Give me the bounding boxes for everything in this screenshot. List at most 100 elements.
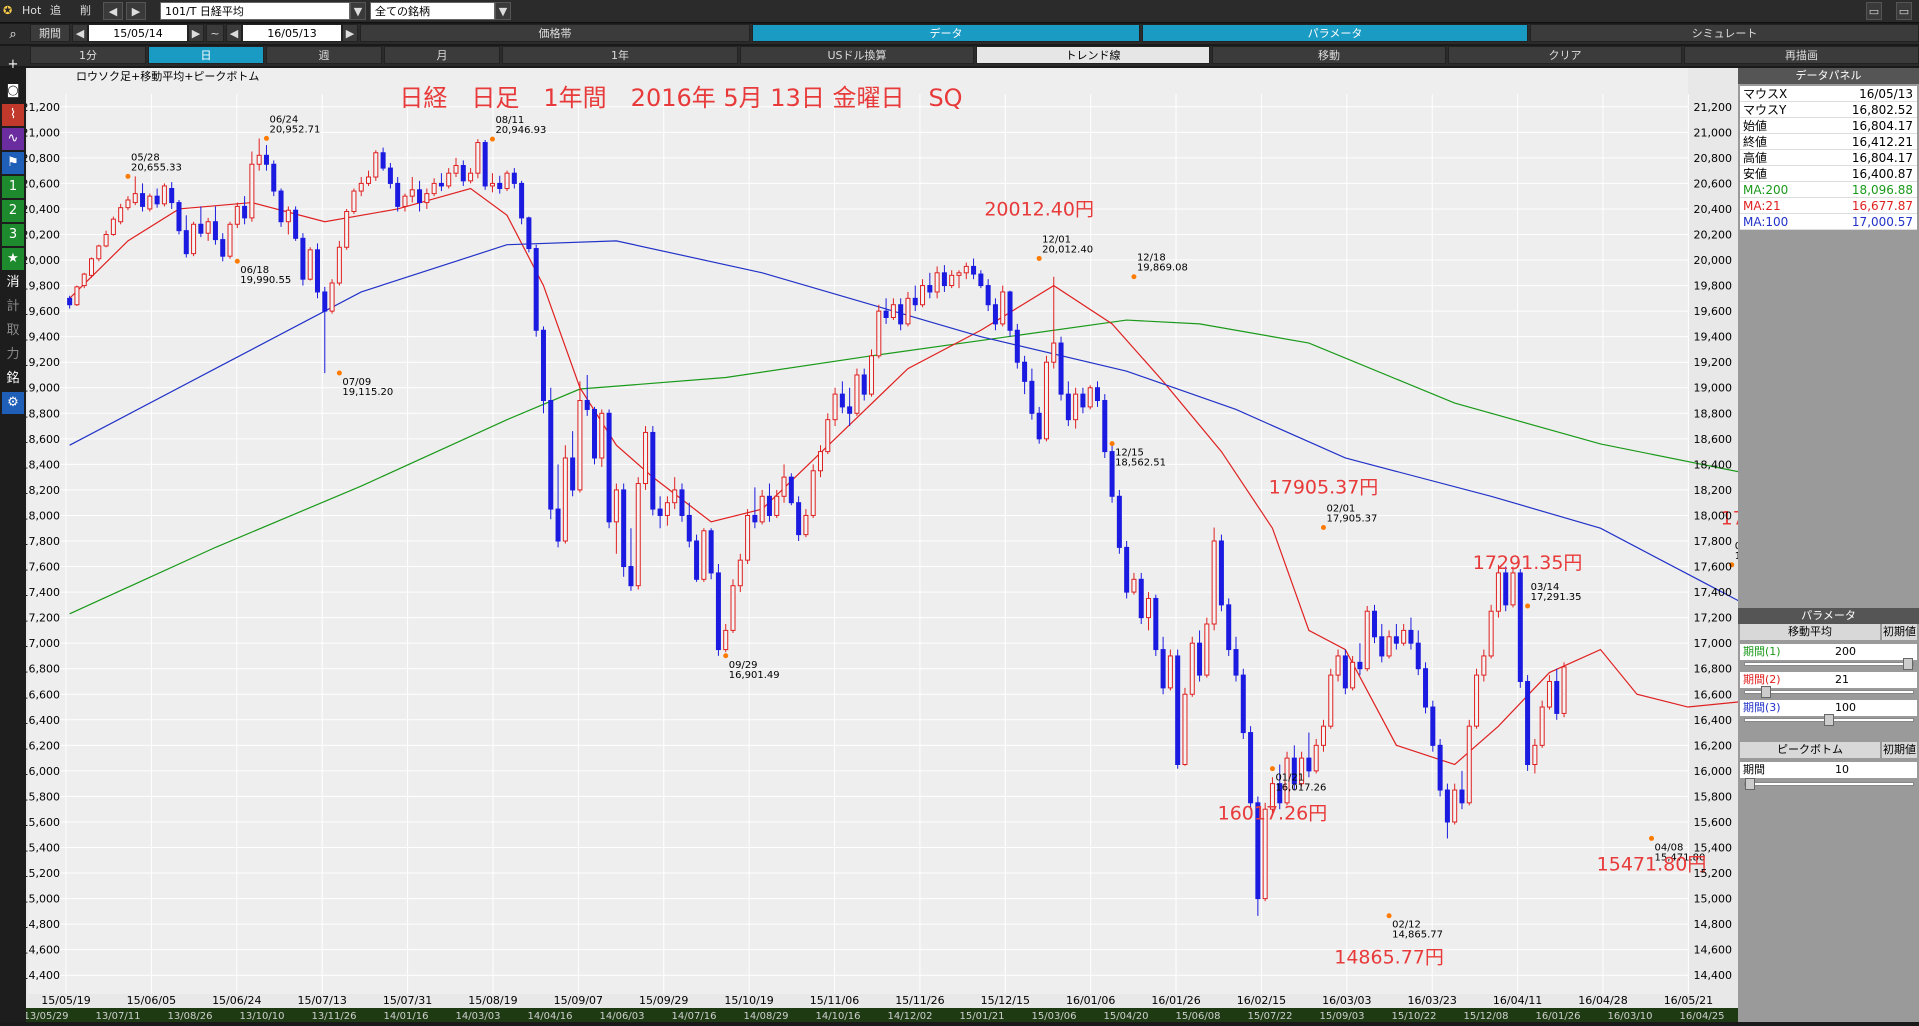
take-button[interactable]: 取 xyxy=(6,323,20,338)
next-symbol-button[interactable]: ▶ xyxy=(126,2,146,20)
minimize-button[interactable]: ▭ xyxy=(1866,2,1882,20)
peak-bottom-reset-button[interactable]: 初期値 xyxy=(1882,742,1917,758)
tab-data[interactable]: データ xyxy=(752,24,1140,42)
peak-marker xyxy=(1649,835,1655,841)
span-month[interactable]: 月 xyxy=(384,46,500,64)
crosshair-icon[interactable]: + xyxy=(7,57,19,72)
period-toolbar: 期間 ◀ 15/05/14 ▶ ~ ◀ 16/05/13 ▶ 価格帯 データ パ… xyxy=(0,24,1919,44)
left-toolbar: ⌕ + ◙ ⌇ ∿ ⚑ 1 2 3 ★ 消 計 取 力 銘 ⚙ xyxy=(0,27,26,1022)
chart-area[interactable]: 05/28 20,655.33 06/24 20,952.71 06/18 19,990.… xyxy=(22,68,1910,1022)
y-tick-label: 21,000 xyxy=(1694,126,1733,139)
ma-period-row[interactable]: 期間(1) 200 xyxy=(1740,644,1917,660)
candle-body xyxy=(110,218,116,235)
follow-button[interactable]: 追 xyxy=(50,4,61,17)
peak-value-label: 14,865.77 xyxy=(1392,930,1443,941)
candle-body xyxy=(336,246,342,284)
peak-bottom-period-label: 期間 xyxy=(1743,763,1765,776)
stock-button[interactable]: 銘 xyxy=(6,371,20,386)
peak-marker xyxy=(723,653,729,659)
x-tick-label: 15/12/15 xyxy=(981,994,1030,1007)
ma-period-slider[interactable] xyxy=(1744,658,1914,670)
flag-icon[interactable]: ⚑ xyxy=(2,152,24,174)
line-chart-icon[interactable]: ⌇ xyxy=(2,104,24,126)
tab-simulate[interactable]: シミュレート xyxy=(1530,24,1919,42)
candle-body xyxy=(1262,808,1268,900)
peak-bottom-slider[interactable] xyxy=(1744,778,1914,790)
symbol-input[interactable]: 101/T 日経平均 xyxy=(160,2,350,20)
candle-body xyxy=(883,310,889,319)
peak-bottom-slider-knob[interactable] xyxy=(1745,778,1755,790)
lightbulb-icon[interactable]: ✪ xyxy=(3,4,13,17)
span-day[interactable]: 日 xyxy=(148,46,264,64)
peak-bottom-period-value[interactable]: 10 xyxy=(1835,763,1849,776)
date-from-input[interactable]: 15/05/14 xyxy=(88,24,188,42)
peak-bottom-period-row[interactable]: 期間 10 xyxy=(1740,762,1917,778)
ma-reset-button[interactable]: 初期値 xyxy=(1882,624,1917,640)
preset-2-button[interactable]: 2 xyxy=(2,200,24,222)
span-1year[interactable]: 1年 xyxy=(502,46,738,64)
indicator-icon[interactable]: ∿ xyxy=(2,128,24,150)
search-icon[interactable]: ⌕ xyxy=(9,27,17,42)
erase-button[interactable]: 消 xyxy=(6,275,20,290)
candle-body xyxy=(424,193,430,204)
candle-body xyxy=(664,502,670,516)
redraw-button[interactable]: 再描画 xyxy=(1684,46,1919,64)
candle-body xyxy=(1335,655,1341,676)
ma-period-slider[interactable] xyxy=(1744,686,1914,698)
camera-icon[interactable]: ◙ xyxy=(6,83,20,98)
ma-period-slider-knob[interactable] xyxy=(1760,686,1771,698)
ma-period-slider-knob[interactable] xyxy=(1903,658,1913,670)
move-button[interactable]: 移動 xyxy=(1212,46,1446,64)
candle-body xyxy=(920,285,926,306)
date-from-next-button[interactable]: ▶ xyxy=(188,24,204,42)
ma-period-value[interactable]: 100 xyxy=(1835,701,1856,714)
candle-body xyxy=(1146,597,1152,619)
candle-body xyxy=(934,272,940,293)
star-icon[interactable]: ★ xyxy=(2,248,24,270)
prev-symbol-button[interactable]: ◀ xyxy=(103,2,123,20)
peak-marker xyxy=(1525,603,1531,609)
candle-body xyxy=(1138,578,1144,619)
ma-period-row[interactable]: 期間(3) 100 xyxy=(1740,700,1917,716)
data-panel-row: 始値 16,804.17 xyxy=(1740,118,1917,134)
ma-period-row[interactable]: 期間(2) 21 xyxy=(1740,672,1917,688)
close-button[interactable]: ▭ xyxy=(1896,2,1912,20)
date-to-prev-button[interactable]: ◀ xyxy=(226,24,242,42)
span-week[interactable]: 週 xyxy=(266,46,382,64)
settings-gear-icon[interactable]: ⚙ xyxy=(2,392,24,414)
candle-body xyxy=(453,165,459,174)
candle-body xyxy=(1102,400,1108,453)
delete-button[interactable]: 削 xyxy=(80,4,91,17)
hot-button[interactable]: Hot xyxy=(22,4,42,17)
y-tick-label: 16,800 xyxy=(26,663,60,676)
date-to-next-button[interactable]: ▶ xyxy=(342,24,358,42)
trendline-button[interactable]: トレンド線 xyxy=(976,46,1210,64)
symbol-dropdown-button[interactable]: ▼ xyxy=(350,2,366,20)
candle-body xyxy=(468,172,474,182)
candle-body xyxy=(1401,629,1407,644)
ma-period-slider-knob[interactable] xyxy=(1824,714,1834,726)
tab-parameter[interactable]: パラメータ xyxy=(1142,24,1528,42)
candle-body xyxy=(1299,757,1305,785)
x-tick-label: 15/11/06 xyxy=(810,994,859,1007)
ma-period-value[interactable]: 200 xyxy=(1835,645,1856,658)
candle-body xyxy=(169,188,175,204)
ma-period-value[interactable]: 21 xyxy=(1835,673,1849,686)
span-1min[interactable]: 1分 xyxy=(30,46,146,64)
filter-select[interactable]: 全ての銘柄 xyxy=(370,2,495,20)
preset-1-button[interactable]: 1 xyxy=(2,176,24,198)
data-panel-key: マウスX xyxy=(1743,87,1788,101)
input-button[interactable]: 力 xyxy=(6,347,20,362)
tab-price-band[interactable]: 価格帯 xyxy=(360,24,750,42)
calc-button[interactable]: 計 xyxy=(6,299,20,314)
top-bar: ✪ Hot 追 削 ◀ ▶ 101/T 日経平均 ▼ 全ての銘柄 ▼ ▭ ▭ xyxy=(0,0,1919,23)
filter-dropdown-button[interactable]: ▼ xyxy=(495,2,511,20)
clear-button[interactable]: クリア xyxy=(1448,46,1682,64)
date-from-prev-button[interactable]: ◀ xyxy=(72,24,88,42)
date-to-input[interactable]: 16/05/13 xyxy=(242,24,342,42)
ma-period-slider[interactable] xyxy=(1744,714,1914,726)
preset-3-button[interactable]: 3 xyxy=(2,224,24,246)
candle-body xyxy=(1080,393,1086,408)
usd-convert-button[interactable]: USドル換算 xyxy=(740,46,974,64)
